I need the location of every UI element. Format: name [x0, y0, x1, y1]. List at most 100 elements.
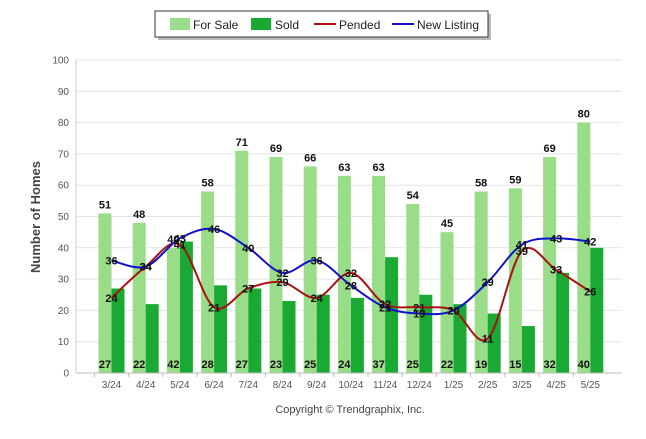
data-label-new-listing: 41 — [516, 240, 528, 252]
y-tick-label: 80 — [58, 118, 70, 129]
data-label-pended: 21 — [208, 302, 220, 314]
data-label-for-sale: 80 — [578, 109, 590, 121]
x-tick-label: 4/25 — [546, 380, 566, 391]
data-label-for-sale: 58 — [475, 177, 487, 189]
data-label-new-listing: 34 — [140, 262, 153, 274]
data-label-for-sale: 59 — [509, 174, 521, 186]
x-tick-label: 7/24 — [239, 380, 259, 391]
data-label-for-sale: 69 — [270, 143, 282, 155]
data-label-pended: 33 — [550, 265, 562, 277]
x-tick-label: 11/24 — [373, 380, 398, 391]
data-label-pended: 20 — [447, 305, 459, 317]
data-label-pended: 24 — [105, 293, 118, 305]
x-tick-label: 9/24 — [307, 380, 327, 391]
data-label-new-listing: 40 — [242, 243, 254, 255]
data-label-pended: 22 — [379, 299, 391, 311]
data-label-sold: 19 — [475, 359, 487, 371]
bar-sold — [111, 288, 125, 373]
x-tick-label: 5/25 — [581, 380, 601, 391]
data-label-new-listing: 20 — [447, 305, 459, 317]
y-tick-label: 70 — [58, 149, 70, 160]
data-label-pended: 21 — [413, 302, 425, 314]
data-label-sold: 27 — [99, 359, 111, 371]
bar-for-sale — [303, 166, 317, 373]
legend-swatch-sold — [251, 18, 271, 30]
data-label-sold: 24 — [338, 359, 351, 371]
legend-swatch-for-sale — [170, 18, 190, 30]
y-axis-title: Number of Homes — [28, 161, 43, 273]
data-label-for-sale: 58 — [201, 177, 213, 189]
line-new-listing — [111, 227, 591, 316]
bar-sold — [179, 241, 193, 373]
data-label-sold: 15 — [509, 359, 521, 371]
data-label-for-sale: 48 — [133, 209, 145, 221]
data-label-sold: 42 — [167, 359, 179, 371]
data-label-sold: 22 — [441, 359, 453, 371]
data-label-pended: 39 — [516, 246, 528, 258]
data-label-new-listing: 19 — [413, 309, 425, 321]
bar-sold — [145, 304, 159, 373]
x-tick-label: 4/24 — [136, 380, 156, 391]
bar-for-sale — [235, 150, 249, 373]
data-label-new-listing: 28 — [345, 280, 357, 292]
bar-for-sale — [440, 232, 454, 373]
x-tick-label: 2/25 — [478, 380, 498, 391]
data-label-new-listing: 36 — [311, 255, 323, 267]
bar-sold — [248, 288, 262, 373]
data-label-sold: 37 — [372, 359, 384, 371]
y-tick-label: 90 — [58, 87, 70, 98]
y-tick-label: 40 — [58, 243, 70, 254]
legend-label-pended: Pended — [339, 18, 380, 32]
data-label-new-listing: 46 — [208, 224, 220, 236]
bar-for-sale — [406, 203, 420, 373]
x-tick-label: 10/24 — [338, 380, 363, 391]
copyright-credit: Copyright © Trendgraphix, Inc. — [275, 404, 424, 416]
bar-sold — [214, 285, 228, 373]
data-label-pended: 27 — [242, 283, 254, 295]
y-tick-label: 60 — [58, 181, 70, 192]
bar-sold — [316, 294, 330, 373]
bar-for-sale — [166, 247, 180, 373]
data-label-pended: 26 — [584, 287, 596, 299]
x-tick-label: 8/24 — [273, 380, 293, 391]
data-label-sold: 25 — [304, 359, 316, 371]
x-tick-label: 6/24 — [204, 380, 224, 391]
data-label-new-listing: 43 — [550, 233, 562, 245]
bar-for-sale — [372, 175, 386, 373]
bar-for-sale — [269, 157, 283, 373]
data-label-for-sale: 54 — [407, 190, 420, 202]
data-label-for-sale: 51 — [99, 199, 111, 211]
data-label-new-listing: 36 — [105, 255, 117, 267]
data-label-pended: 11 — [482, 334, 494, 346]
data-label-sold: 25 — [407, 359, 419, 371]
y-tick-label: 100 — [52, 56, 69, 67]
y-tick-label: 30 — [58, 275, 70, 286]
legend-label-new-listing: New Listing — [417, 18, 479, 32]
data-label-for-sale: 63 — [372, 162, 384, 174]
bar-for-sale — [132, 222, 146, 373]
data-label-new-listing: 29 — [482, 277, 494, 289]
data-label-for-sale: 71 — [236, 137, 248, 149]
bar-for-sale — [98, 213, 112, 373]
bar-sold — [556, 272, 570, 373]
bar-for-sale — [577, 122, 591, 373]
data-label-for-sale: 40 — [167, 234, 179, 246]
data-label-new-listing: 42 — [584, 237, 596, 249]
data-label-sold: 23 — [270, 359, 282, 371]
bar-for-sale — [201, 191, 215, 373]
data-label-new-listing: 21 — [379, 302, 391, 314]
data-label-pended: 32 — [345, 268, 357, 280]
bar-sold — [282, 301, 296, 373]
x-tick-label: 1/25 — [444, 380, 464, 391]
bars — [98, 122, 604, 373]
axes: 0 10 20 30 40 50 60 70 80 90 100 3/24 4/24 5/24 6/24 7/… — [52, 56, 622, 391]
data-label-new-listing: 43 — [174, 233, 186, 245]
data-label-new-listing: 32 — [276, 268, 288, 280]
data-label-pended: 41 — [174, 240, 186, 252]
x-tick-label: 3/25 — [512, 380, 532, 391]
data-label-sold: 22 — [133, 359, 145, 371]
legend-label-sold: Sold — [275, 18, 299, 32]
x-tick-label: 5/24 — [170, 380, 190, 391]
